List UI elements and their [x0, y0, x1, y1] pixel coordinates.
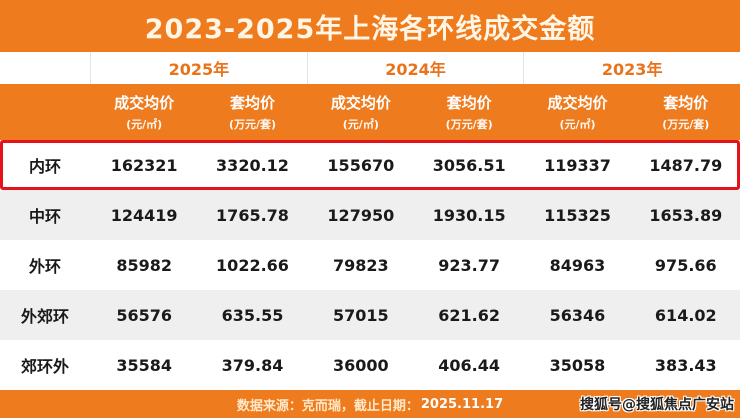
data-cell: 115325 — [544, 205, 611, 225]
data-cell: 1022.66 — [216, 255, 289, 275]
data-cell: 79823 — [332, 255, 389, 275]
row-label: 外郊环 — [20, 307, 69, 326]
column-header-label: 套均价 — [229, 94, 275, 112]
column-header-unit: (万元/套) — [228, 118, 277, 131]
column-header-label: 成交均价 — [547, 94, 608, 112]
data-cell: 36000 — [332, 355, 389, 375]
column-header-spacer — [0, 84, 90, 140]
column-header-unit: (元/㎡) — [559, 118, 596, 131]
year-group-label: 2025年 — [90, 52, 307, 84]
year-group-label: 2024年 — [306, 52, 524, 84]
column-header: 成交均价 (元/㎡) — [307, 84, 415, 140]
data-cell: 84963 — [549, 255, 606, 275]
data-cell: 85982 — [116, 255, 172, 275]
column-header-unit: (元/㎡) — [342, 118, 379, 131]
column-header: 成交均价 (元/㎡) — [90, 84, 198, 140]
column-header-unit: (万元/套) — [445, 118, 493, 131]
data-cell: 127950 — [327, 205, 395, 225]
table-row: 内环 162321 3320.12 155670 3056.51 119337 1487.7… — [0, 140, 740, 190]
table-row: 外环 85982 1022.66 79823 923.77 84963 975.66 — [0, 240, 740, 290]
data-cell: 923.77 — [438, 255, 501, 275]
column-header: 套均价 (万元/套) — [415, 84, 523, 140]
watermark-text: 搜狐号@搜狐焦点广安站 — [580, 397, 734, 413]
data-cell: 57015 — [332, 305, 389, 325]
column-header: 成交均价 (元/㎡) — [523, 84, 631, 140]
page-title: 2023-2025年上海各环线成交金额 — [144, 13, 596, 45]
data-cell: 614.02 — [654, 305, 717, 325]
table-row: 中环 124419 1765.78 127950 1930.15 115325 1653.8… — [0, 190, 740, 240]
data-cell: 379.84 — [221, 355, 284, 375]
data-cell: 3056.51 — [432, 155, 506, 175]
footer-date: 2025.11.17 — [420, 396, 504, 412]
column-header-unit: (万元/套) — [662, 118, 710, 131]
column-header-label: 成交均价 — [330, 94, 391, 112]
data-cell: 155670 — [327, 155, 395, 175]
footer-source-label: 数据来源：克而瑞，截止日期： — [236, 398, 419, 414]
data-cell: 1765.78 — [216, 205, 289, 225]
row-label: 中环 — [28, 207, 61, 226]
row-label: 外环 — [28, 257, 61, 276]
year-header-spacer — [0, 52, 90, 84]
data-cell: 3320.12 — [216, 155, 289, 175]
data-cell: 406.44 — [438, 355, 501, 375]
row-label: 郊环外 — [20, 357, 69, 376]
data-cell: 56346 — [549, 305, 606, 325]
column-header: 套均价 (万元/套) — [198, 84, 306, 140]
title-bar: 2023-2025年上海各环线成交金额 — [0, 0, 740, 52]
data-cell: 621.62 — [438, 305, 501, 325]
year-group-label: 2023年 — [523, 52, 740, 84]
table-row: 外郊环 56576 635.55 57015 621.62 56346 614.02 — [0, 290, 740, 340]
footer-bar: 数据来源：克而瑞，截止日期： 2025.11.17 — [0, 390, 740, 418]
row-label: 内环 — [28, 157, 61, 176]
year-header-row: 2025年 2024年 2023年 — [0, 52, 740, 84]
data-cell: 124419 — [110, 205, 178, 225]
table-row: 郊环外 35584 379.84 36000 406.44 35058 383.43 — [0, 340, 740, 390]
data-cell: 162321 — [110, 155, 178, 175]
column-header-label: 套均价 — [446, 94, 492, 112]
table-body: 内环 162321 3320.12 155670 3056.51 119337 1487.7… — [0, 140, 740, 390]
data-cell: 383.43 — [654, 355, 717, 375]
data-cell: 119337 — [544, 155, 611, 175]
data-cell: 35584 — [116, 355, 172, 375]
data-cell: 1653.89 — [649, 205, 723, 225]
column-header-unit: (元/㎡) — [126, 118, 163, 131]
column-header: 套均价 (万元/套) — [632, 84, 740, 140]
column-header-label: 成交均价 — [114, 94, 175, 112]
data-cell: 56576 — [116, 305, 172, 325]
data-cell: 635.55 — [221, 305, 284, 325]
column-header-row: 成交均价 (元/㎡) 套均价 (万元/套) 成交均价 (元/㎡) 套均价 (万元/套) 成交均价… — [0, 84, 740, 140]
data-cell: 975.66 — [654, 255, 717, 275]
data-cell: 35058 — [549, 355, 606, 375]
column-header-label: 套均价 — [663, 94, 709, 112]
data-cell: 1487.79 — [649, 155, 723, 175]
data-cell: 1930.15 — [432, 205, 506, 225]
